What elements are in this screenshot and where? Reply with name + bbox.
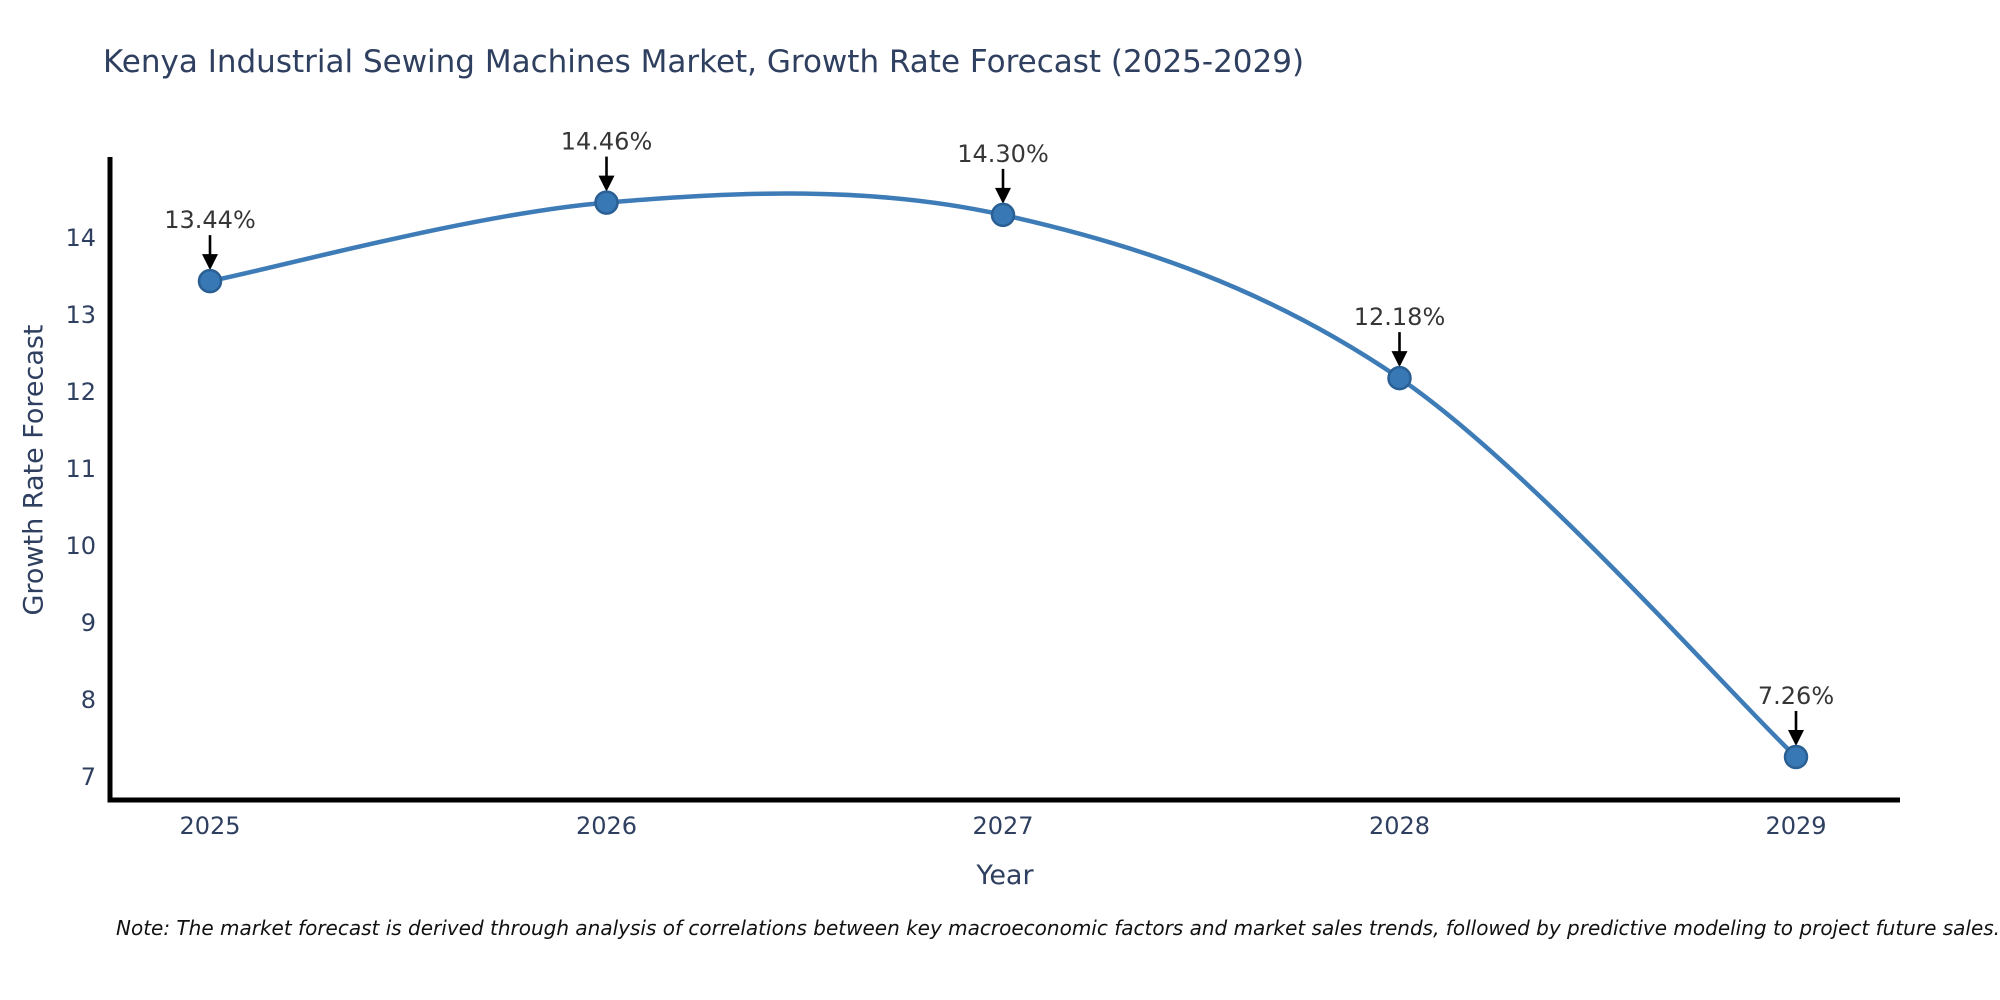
y-tick-label: 9 — [81, 609, 96, 637]
footnote: Note: The market forecast is derived thr… — [116, 916, 2000, 940]
y-tick-label: 12 — [65, 378, 96, 406]
data-point-marker — [1387, 365, 1412, 391]
y-tick-label: 10 — [65, 532, 96, 560]
data-point-marker — [1783, 744, 1809, 770]
annotation-arrowhead — [598, 175, 615, 192]
chart-title: Kenya Industrial Sewing Machines Market,… — [103, 44, 1305, 80]
y-tick-label: 14 — [65, 224, 96, 252]
annotation-arrowhead — [1788, 729, 1804, 746]
data-point-marker — [990, 202, 1016, 228]
x-tick-label: 2028 — [1369, 812, 1430, 840]
y-tick-label: 7 — [81, 763, 96, 791]
x-tick-label: 2026 — [576, 812, 637, 840]
y-tick-label: 8 — [81, 686, 96, 714]
y-tick-label: 13 — [65, 301, 96, 329]
data-point-label: 12.18% — [1354, 303, 1446, 331]
x-tick-label: 2029 — [1765, 812, 1826, 840]
forecast-line — [207, 191, 1799, 760]
data-point-label: 14.30% — [957, 140, 1049, 168]
annotation-arrowhead — [1391, 351, 1408, 368]
x-axis-title: Year — [976, 860, 1034, 891]
data-point-label: 13.44% — [164, 206, 256, 234]
annotation-arrowhead — [995, 187, 1011, 204]
data-point-marker — [197, 268, 223, 294]
x-tick-label: 2025 — [179, 812, 240, 840]
data-point-marker — [594, 190, 619, 215]
data-point-label: 14.46% — [561, 128, 653, 156]
data-point-label: 7.26% — [1758, 682, 1834, 710]
x-tick-label: 2027 — [972, 812, 1033, 840]
annotation-arrowhead — [202, 254, 218, 271]
y-tick-label: 11 — [65, 455, 96, 483]
